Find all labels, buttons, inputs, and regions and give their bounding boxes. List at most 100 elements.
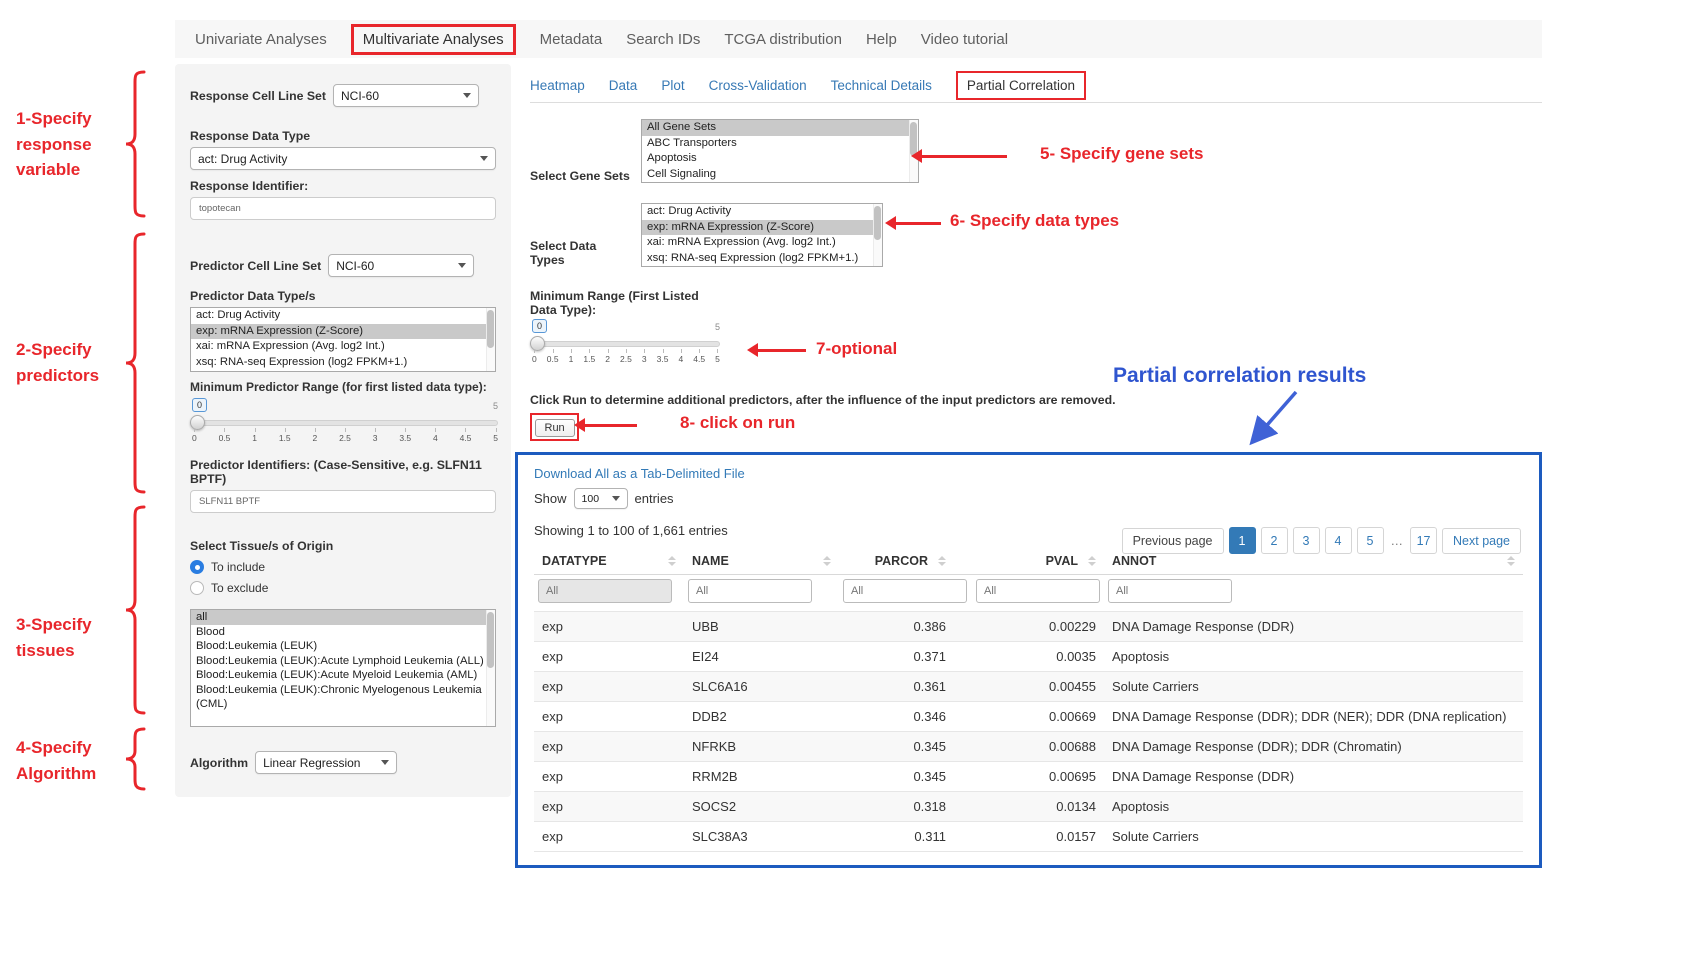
table-filter-row [534, 574, 1523, 612]
nav-video-tutorial[interactable]: Video tutorial [920, 30, 1009, 48]
slider-track[interactable] [530, 336, 720, 351]
showing-entries-text: Showing 1 to 100 of 1,661 entries [534, 523, 728, 538]
datatype-filter-input[interactable] [538, 579, 672, 603]
scrollbar-thumb[interactable] [910, 122, 917, 156]
listbox-option[interactable]: xsq: RNA-seq Expression (log2 FPKM+1.) [647, 251, 859, 264]
listbox-option[interactable]: Blood:Leukemia (LEUK) [196, 640, 318, 652]
scrollbar-thumb[interactable] [487, 310, 494, 348]
nav-metadata[interactable]: Metadata [539, 30, 603, 48]
page-button-2[interactable]: 2 [1260, 527, 1288, 554]
cell-pval: 0.00229 [954, 611, 1104, 642]
cell-annot: Solute Carriers [1104, 671, 1523, 702]
response-identifier-input[interactable] [190, 197, 496, 220]
table-row[interactable]: exp SOCS2 0.318 0.0134 Apoptosis [534, 791, 1523, 822]
tissue-exclude-radio[interactable]: To exclude [190, 581, 496, 595]
entries-per-page-select[interactable]: 100 [573, 488, 628, 509]
table-row[interactable]: exp EI24 0.371 0.0035 Apoptosis [534, 641, 1523, 672]
column-header-datatype[interactable]: DATATYPE [542, 554, 607, 568]
slider-track[interactable] [190, 415, 498, 430]
response-identifier-label: Response Identifier: [190, 179, 309, 193]
table-row[interactable]: exp UBB 0.386 0.00229 DNA Damage Respons… [534, 611, 1523, 642]
table-row[interactable]: exp SLC38A3 0.311 0.0157 Solute Carriers [534, 821, 1523, 852]
column-header-annot[interactable]: ANNOT [1112, 554, 1157, 568]
min-range-slider[interactable]: 0 5 0 0.5 1 1.5 2 2.5 3 3.5 4 4.5 5 [530, 319, 720, 367]
scrollbar[interactable] [486, 610, 495, 726]
table-row[interactable]: exp DDB2 0.346 0.00669 DNA Damage Respon… [534, 701, 1523, 732]
brace-step4 [125, 727, 146, 791]
listbox-option[interactable]: Blood [196, 625, 225, 638]
radio-unselected-icon [190, 581, 204, 595]
listbox-option[interactable]: Cell Signaling [647, 167, 717, 180]
brace-step1 [125, 70, 146, 218]
scrollbar[interactable] [486, 308, 495, 371]
nav-tcga-distribution[interactable]: TCGA distribution [724, 30, 842, 48]
listbox-option-selected[interactable]: All Gene Sets [642, 120, 918, 136]
slider-tick: 0.5 [546, 349, 559, 364]
cell-datatype: exp [534, 671, 684, 702]
listbox-option[interactable]: Blood:Leukemia (LEUK):Acute Myeloid Leuk… [196, 669, 478, 681]
tab-plot[interactable]: Plot [661, 77, 685, 93]
algorithm-select[interactable]: Linear Regression [255, 751, 398, 774]
nav-search-ids[interactable]: Search IDs [626, 30, 701, 48]
listbox-option[interactable]: xai: mRNA Expression (Avg. log2 Int.) [196, 340, 385, 352]
tab-technical-details[interactable]: Technical Details [830, 77, 932, 93]
predictor-range-slider[interactable]: 0 5 0 0.5 1 1.5 2 2.5 3 3.5 4 4.5 5 [190, 398, 498, 448]
listbox-option[interactable]: Blood:Leukemia (LEUK):Acute Lymphoid Leu… [196, 654, 484, 667]
sort-icon[interactable] [1088, 556, 1096, 566]
sort-icon[interactable] [823, 556, 831, 566]
sort-icon[interactable] [938, 556, 946, 566]
table-row[interactable]: exp NFRKB 0.345 0.00688 DNA Damage Respo… [534, 731, 1523, 762]
page-button-5[interactable]: 5 [1356, 527, 1384, 554]
tab-partial-correlation[interactable]: Partial Correlation [955, 70, 1086, 100]
sort-icon[interactable] [668, 556, 676, 566]
listbox-option-selected[interactable]: exp: mRNA Expression (Z-Score) [642, 219, 882, 235]
sort-icon[interactable] [1507, 556, 1515, 566]
predictor-cell-line-set-select[interactable]: NCI-60 [328, 254, 475, 277]
name-filter-input[interactable] [688, 579, 812, 603]
cell-parcor: 0.346 [839, 701, 954, 732]
scrollbar-thumb[interactable] [487, 612, 494, 668]
response-cell-line-set-select[interactable]: NCI-60 [333, 84, 479, 107]
slider-handle[interactable] [190, 415, 205, 430]
listbox-option-selected[interactable]: all [191, 610, 495, 625]
tissue-include-radio[interactable]: To include [190, 560, 496, 574]
page-button-3[interactable]: 3 [1292, 527, 1320, 554]
parcor-filter-input[interactable] [843, 579, 967, 603]
table-row[interactable]: exp SLC6A16 0.361 0.00455 Solute Carrier… [534, 671, 1523, 702]
listbox-option[interactable]: act: Drug Activity [196, 309, 281, 321]
scrollbar-thumb[interactable] [874, 206, 881, 240]
nav-help[interactable]: Help [865, 30, 897, 48]
annot-filter-input[interactable] [1108, 579, 1232, 603]
page-button-4[interactable]: 4 [1324, 527, 1352, 554]
tab-data[interactable]: Data [608, 77, 638, 93]
listbox-option-selected[interactable]: exp: mRNA Expression (Z-Score) [191, 323, 495, 339]
tab-heatmap[interactable]: Heatmap [530, 77, 585, 93]
tab-cross-validation[interactable]: Cross-Validation [708, 77, 807, 93]
page-button-17[interactable]: 17 [1410, 527, 1438, 554]
nav-univariate-analyses[interactable]: Univariate Analyses [195, 30, 327, 48]
next-page-button[interactable]: Next page [1442, 527, 1521, 554]
pval-filter-input[interactable] [976, 579, 1100, 603]
listbox-option[interactable]: xsq: RNA-seq Expression (log2 FPKM+1.) [196, 355, 408, 368]
column-header-pval[interactable]: PVAL [1045, 554, 1078, 568]
download-all-link[interactable]: Download All as a Tab-Delimited File [534, 466, 745, 481]
cell-annot: Solute Carriers [1104, 821, 1523, 852]
previous-page-button[interactable]: Previous page [1121, 527, 1224, 554]
run-button[interactable]: Run [534, 418, 575, 437]
column-header-name[interactable]: NAME [692, 554, 729, 568]
predictor-identifiers-input[interactable] [190, 490, 496, 513]
column-header-parcor[interactable]: PARCOR [874, 554, 928, 568]
response-data-type-select[interactable]: act: Drug Activity [190, 147, 496, 170]
gene-sets-listbox: All Gene Sets ABC Transporters Apoptosis… [641, 119, 919, 183]
table-row[interactable]: exp RRM2B 0.345 0.00695 DNA Damage Respo… [534, 761, 1523, 792]
listbox-option[interactable]: Apoptosis [647, 152, 697, 164]
page-button-1[interactable]: 1 [1228, 527, 1256, 554]
nav-multivariate-analyses[interactable]: Multivariate Analyses [350, 23, 516, 55]
scrollbar[interactable] [873, 204, 882, 266]
listbox-option[interactable]: xai: mRNA Expression (Avg. log2 Int.) [647, 236, 836, 248]
listbox-option[interactable]: ABC Transporters [647, 136, 737, 149]
slider-handle[interactable] [530, 336, 545, 351]
listbox-option[interactable]: Blood:Leukemia (LEUK):Chronic Myelogenou… [196, 683, 482, 711]
chevron-down-icon [480, 156, 488, 161]
listbox-option[interactable]: act: Drug Activity [647, 205, 732, 217]
